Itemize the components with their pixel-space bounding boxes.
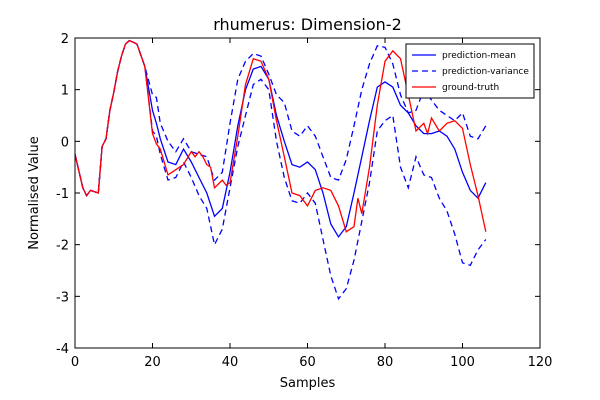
x-tick-label: 40 (222, 355, 239, 370)
y-tick-label: -2 (56, 239, 69, 254)
x-tick-label: 80 (377, 355, 394, 370)
chart-title: rhumerus: Dimension-2 (213, 15, 402, 34)
x-tick-label: 100 (450, 355, 475, 370)
legend-label-ground-truth: ground-truth (442, 83, 499, 93)
y-tick-label: -3 (56, 290, 69, 305)
y-tick-label: -1 (56, 187, 69, 202)
legend-label-prediction-mean: prediction-mean (442, 51, 516, 61)
x-tick-label: 20 (144, 355, 161, 370)
y-tick-label: 2 (61, 32, 69, 47)
x-tick-label: 120 (528, 355, 553, 370)
x-tick-label: 60 (299, 355, 316, 370)
ticks-layer: 0 20 40 60 80 100 120 -4 -3 -2 -1 0 1 2 (56, 32, 552, 370)
y-tick-label: -4 (56, 342, 69, 357)
y-axis-label: Normalised Value (27, 136, 42, 250)
x-axis-label: Samples (280, 376, 336, 391)
legend-label-prediction-variance: prediction-variance (442, 67, 529, 77)
x-tick-label: 0 (71, 355, 79, 370)
y-tick-label: 0 (61, 135, 69, 150)
series-line-prediction-variance-1 (75, 39, 487, 197)
legend: prediction-mean prediction-variance ground… (405, 43, 535, 99)
series-line-prediction-variance-2 (75, 39, 487, 301)
y-tick-label: 1 (61, 84, 69, 99)
